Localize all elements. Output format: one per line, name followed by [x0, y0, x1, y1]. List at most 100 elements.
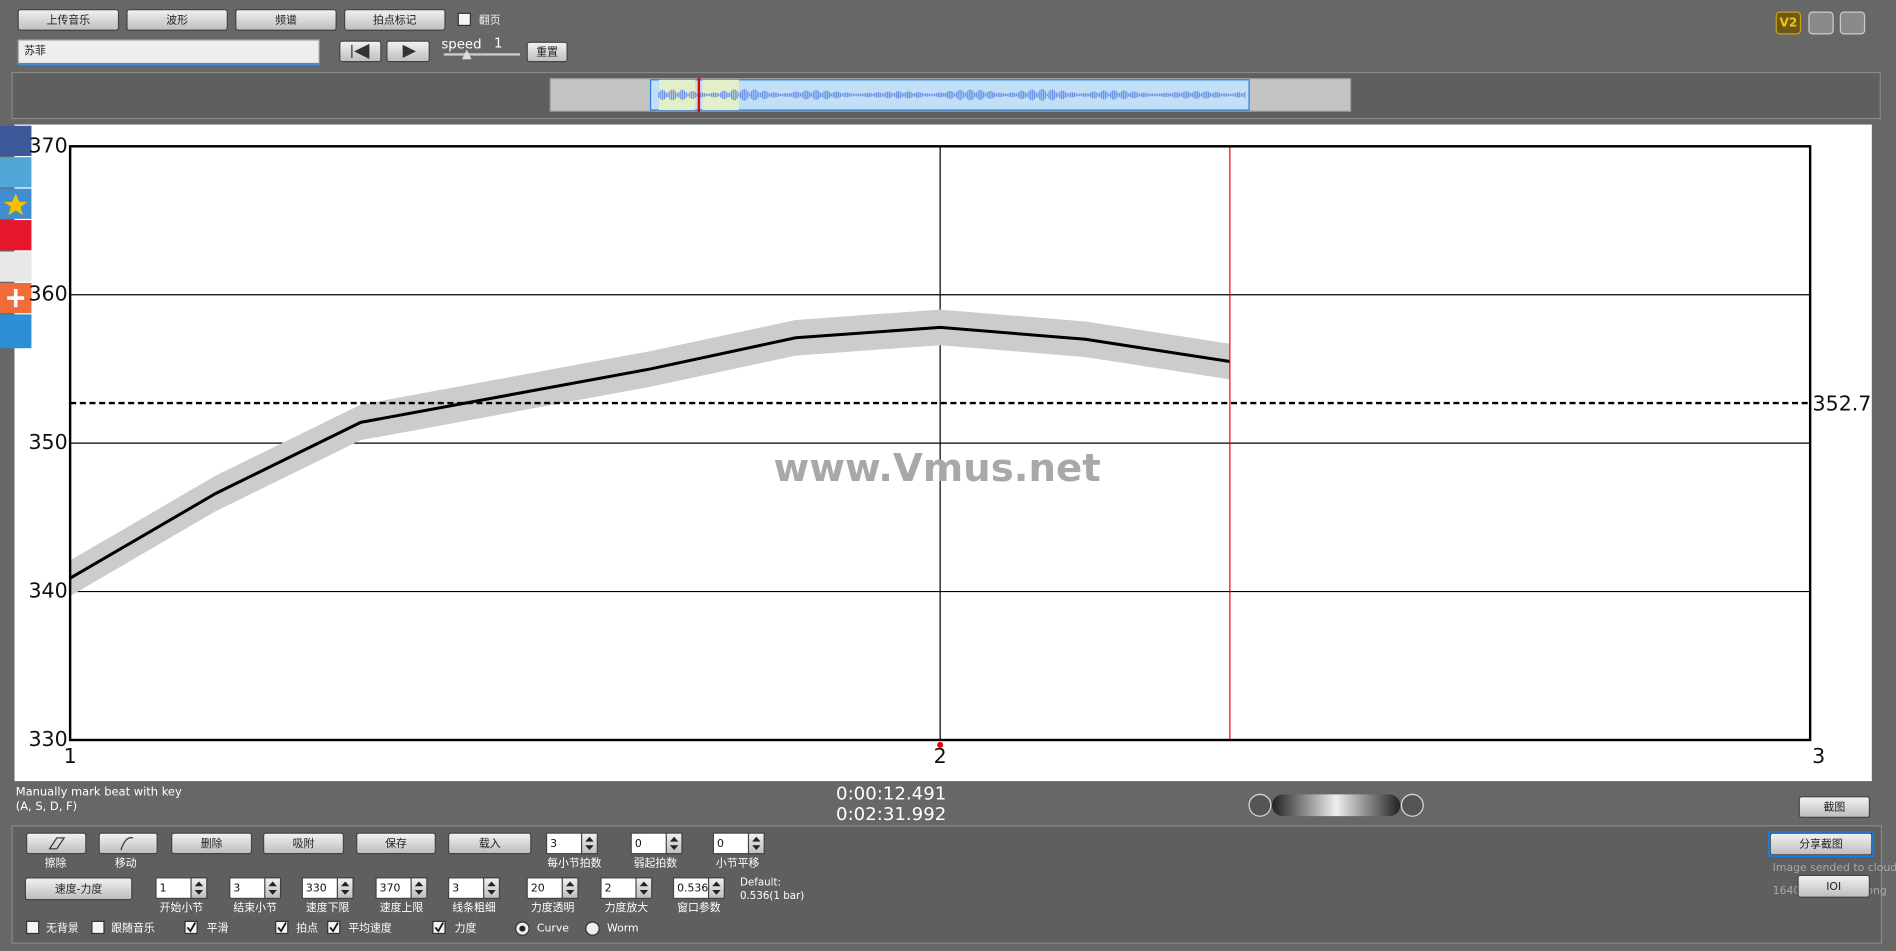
check-mark	[186, 922, 197, 933]
radio[interactable]	[585, 921, 600, 936]
watermark: www.Vmus.net	[773, 446, 1100, 491]
action-button[interactable]	[448, 832, 532, 855]
y-tick-label: 360	[28, 282, 67, 306]
button-label: 载入	[479, 837, 501, 850]
prev-icon	[351, 43, 370, 60]
social-bar	[0, 125, 32, 349]
spinner-arrow	[585, 836, 594, 851]
radio-label: Worm	[607, 922, 639, 935]
fullscreen-icon[interactable]	[1839, 11, 1866, 35]
screenshot-button[interactable]	[1798, 796, 1871, 818]
label: V2	[1779, 15, 1797, 29]
radio-label: Curve	[537, 922, 569, 935]
spinner-arrows[interactable]	[707, 877, 725, 900]
spinner-arrows[interactable]	[581, 832, 598, 855]
hint: (A, S, D, F)	[16, 799, 77, 813]
tempo-line	[69, 325, 1231, 580]
button-label: 波形	[166, 14, 188, 27]
spinner-value: 370	[380, 882, 401, 895]
button-label: 上传音乐	[47, 13, 91, 27]
checkbox[interactable]	[91, 920, 105, 935]
label: speed	[441, 38, 481, 53]
help-icon	[0, 314, 32, 349]
twitter-icon	[0, 157, 32, 188]
spinner-arrow	[565, 881, 575, 895]
checkbox[interactable]	[25, 920, 40, 935]
toolbar-button[interactable]	[344, 9, 446, 31]
action-button[interactable]	[171, 832, 253, 855]
checkbox-label: 力度	[455, 921, 477, 935]
spinner-value: 3	[233, 882, 240, 895]
spinner-arrows[interactable]	[747, 832, 765, 855]
mail-icon	[0, 251, 32, 282]
spinner-arrows[interactable]	[561, 877, 579, 900]
button-label: 保存	[385, 836, 407, 850]
spinner-arrows[interactable]	[483, 877, 500, 900]
spinner-arrow	[340, 881, 350, 895]
search-input[interactable]	[17, 39, 320, 65]
speed-knob[interactable]	[1272, 794, 1401, 817]
spinner-arrow	[712, 881, 721, 895]
reset-button[interactable]	[526, 41, 568, 63]
check-mark	[329, 922, 339, 933]
y-tick-label: 370	[28, 133, 67, 157]
spinner-value: 0	[717, 837, 724, 850]
spinner-label: 小节平移	[716, 856, 760, 869]
label: 苏菲	[24, 44, 46, 57]
x-tick-label: 1	[64, 744, 77, 768]
spinner-arrows[interactable]	[665, 832, 683, 855]
spinner-value: 1	[160, 882, 167, 895]
fast-icon[interactable]	[1400, 793, 1424, 817]
button-label: 拍点标记	[373, 13, 417, 27]
spinner-label: 开始小节	[160, 900, 204, 914]
tool-label: 移动	[115, 856, 137, 869]
spinner-arrows[interactable]	[410, 877, 428, 900]
toolbar-button[interactable]	[17, 9, 120, 31]
mode-button[interactable]	[24, 877, 133, 901]
x-tick-label: 2	[934, 744, 947, 768]
action-button[interactable]	[356, 832, 436, 855]
share-message: Image sended to cloud	[1773, 861, 1896, 874]
plus	[7, 288, 25, 308]
speed-thumb	[461, 49, 472, 60]
spinner-arrow	[487, 881, 496, 895]
spinner-value: 3	[550, 837, 557, 850]
spinner-arrow	[752, 836, 761, 851]
check-mark	[434, 922, 444, 933]
spinner-arrows[interactable]	[190, 877, 208, 900]
ioi-button[interactable]	[1797, 874, 1871, 898]
tool-label: 擦除	[45, 855, 67, 869]
home-icon[interactable]	[1808, 11, 1834, 35]
spinner-label: 结束小节	[233, 901, 277, 914]
version-icon[interactable]	[1775, 11, 1802, 35]
spinner-arrows[interactable]	[635, 877, 653, 900]
button-label: 删除	[201, 836, 223, 850]
erase-button[interactable]	[25, 832, 87, 855]
action-button[interactable]	[262, 832, 345, 855]
slow-icon[interactable]	[1248, 793, 1272, 817]
button-label: 频谱	[275, 13, 297, 27]
checkbox[interactable]	[457, 12, 471, 26]
spinner-label: 线条粗细	[452, 900, 496, 914]
y-tick-label: 340	[28, 579, 67, 603]
spinner-value: 0	[635, 837, 642, 850]
toolbar-button[interactable]	[126, 9, 228, 31]
spinner-value: 330	[306, 882, 327, 895]
time-current: 0:00:12.491	[836, 783, 946, 804]
spinner-label: 力度放大	[605, 900, 649, 914]
button-label: IOI	[1826, 880, 1841, 893]
move-button[interactable]	[98, 832, 158, 855]
weibo-icon	[0, 220, 32, 251]
spinner-arrow	[268, 881, 277, 895]
label: 1	[494, 37, 502, 52]
move-icon	[120, 837, 134, 851]
spinner-arrows[interactable]	[264, 877, 282, 900]
facebook-icon	[0, 125, 32, 156]
spinner-arrows[interactable]	[336, 877, 354, 900]
y-tick-label: 330	[28, 727, 67, 751]
toolbar-button[interactable]	[235, 9, 337, 31]
button-label: 速度-力度	[55, 881, 103, 895]
share-button[interactable]	[1769, 832, 1873, 856]
spinner-arrow	[414, 881, 424, 895]
